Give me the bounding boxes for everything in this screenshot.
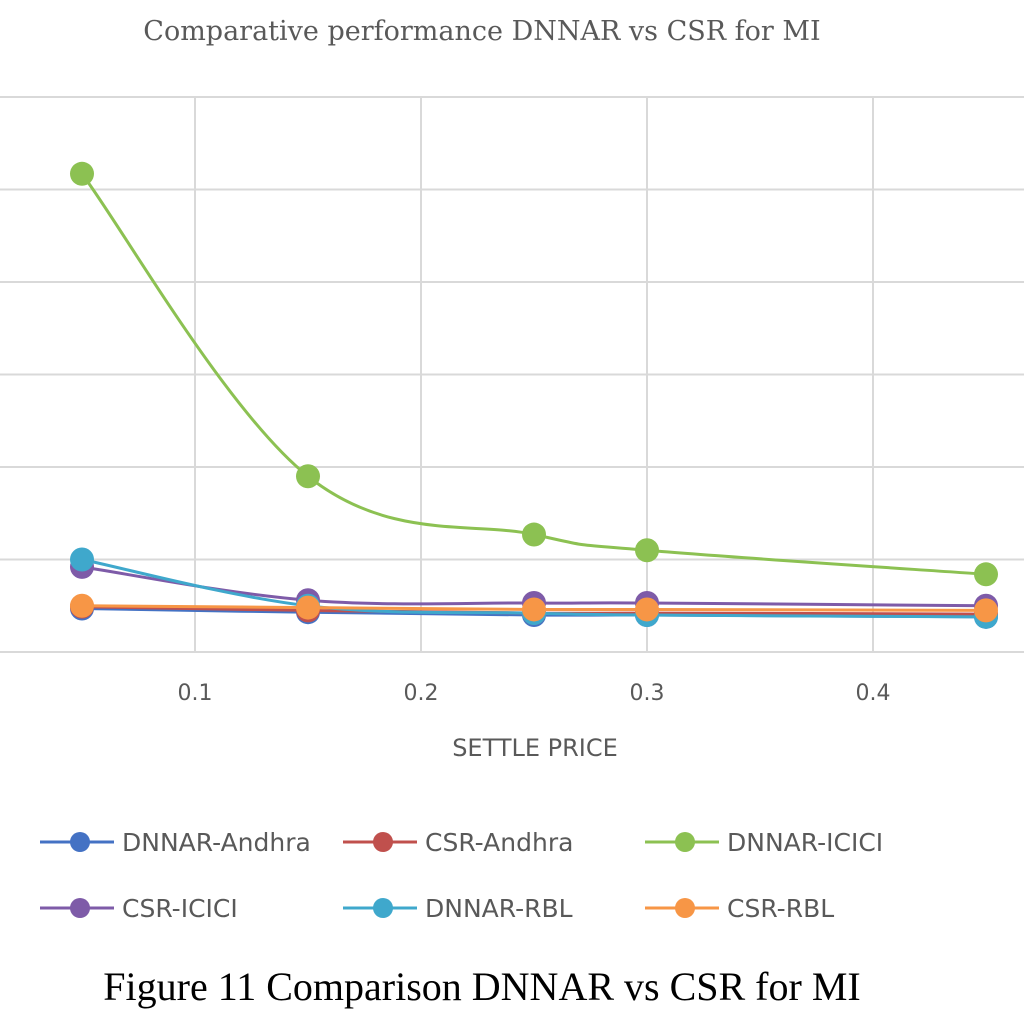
series-group — [70, 161, 998, 629]
legend-label: DNNAR-ICICI — [727, 828, 883, 857]
grid — [0, 96, 1024, 653]
x-tick-labels: 0.1 0.2 0.3 0.4 — [178, 681, 891, 706]
legend-label: CSR-RBL — [727, 894, 834, 923]
x-tick-label: 0.4 — [856, 681, 891, 706]
legend-item-csr-andhra: CSR-Andhra — [343, 828, 573, 857]
legend-marker — [70, 832, 90, 852]
legend-item-dnnar-icici: DNNAR-ICICI — [645, 828, 883, 857]
x-tick-label: 0.1 — [178, 681, 213, 706]
data-point-dnnar-icici-1 — [296, 464, 320, 489]
legend-item-csr-icici: CSR-ICICI — [40, 894, 238, 923]
legend-label: DNNAR-Andhra — [122, 828, 311, 857]
figure-caption: Figure 11 Comparison DNNAR vs CSR for MI — [103, 964, 860, 1009]
x-tick-label: 0.2 — [404, 681, 439, 706]
legend-marker — [373, 832, 393, 852]
data-point-dnnar-rbl-0 — [70, 547, 94, 572]
x-axis-label: SETTLE PRICE — [452, 734, 618, 762]
data-point-dnnar-icici-0 — [70, 161, 94, 186]
data-point-dnnar-icici-4 — [974, 562, 998, 587]
legend-marker — [70, 898, 90, 918]
legend-item-dnnar-andhra: DNNAR-Andhra — [40, 828, 311, 857]
legend-label: CSR-ICICI — [122, 894, 238, 923]
legend: DNNAR-Andhra CSR-Andhra DNNAR-ICICI CSR-ICI… — [40, 828, 883, 923]
legend-label: DNNAR-RBL — [425, 894, 573, 923]
chart-title: Comparative performance DNNAR vs CSR for… — [143, 16, 820, 47]
x-tick-label: 0.3 — [630, 681, 665, 706]
data-point-csr-rbl-0 — [70, 593, 94, 618]
data-point-csr-rbl-1 — [296, 595, 320, 620]
data-point-dnnar-icici-3 — [635, 538, 659, 563]
data-point-csr-rbl-2 — [522, 597, 546, 622]
legend-marker — [675, 832, 695, 852]
legend-item-csr-rbl: CSR-RBL — [645, 894, 834, 923]
series-dnnar-icici — [70, 161, 998, 587]
legend-marker — [675, 898, 695, 918]
data-point-dnnar-icici-2 — [522, 522, 546, 547]
legend-marker — [373, 898, 393, 918]
data-point-csr-rbl-3 — [635, 597, 659, 622]
data-point-csr-rbl-4 — [974, 598, 998, 623]
legend-item-dnnar-rbl: DNNAR-RBL — [343, 894, 573, 923]
series-csr-rbl — [70, 593, 998, 623]
legend-label: CSR-Andhra — [425, 828, 573, 857]
